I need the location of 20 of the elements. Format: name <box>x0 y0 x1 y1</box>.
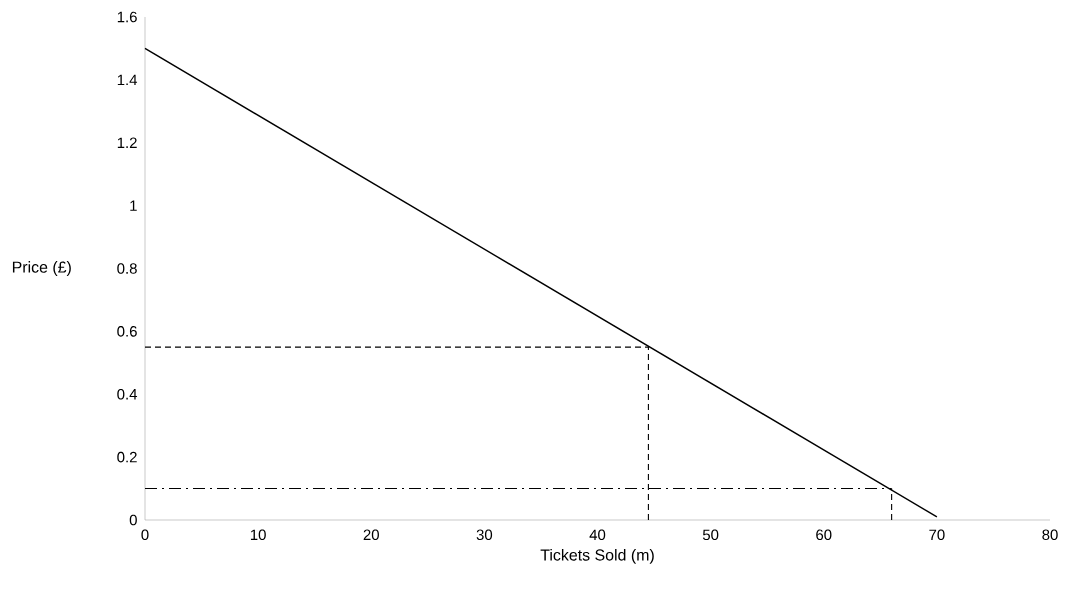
x-axis-title: Tickets Sold (m) <box>540 548 654 564</box>
x-tick-label: 40 <box>589 529 606 541</box>
y-tick-label: 1 <box>130 200 137 211</box>
y-tick-label: 0 <box>129 514 137 526</box>
y-tick-label: 1.4 <box>117 74 138 86</box>
y-tick-label: 0.2 <box>117 451 137 463</box>
x-tick-label: 80 <box>1042 529 1058 541</box>
x-tick-label: 60 <box>816 529 832 541</box>
x-tick-label: 0 <box>141 529 149 541</box>
y-tick-label: 0.6 <box>117 326 137 337</box>
x-tick-label: 30 <box>476 529 493 541</box>
x-tick-label: 70 <box>929 529 945 541</box>
y-axis-title: Price (£) <box>12 261 71 276</box>
y-tick-label: 0.4 <box>117 388 138 400</box>
y-tick-label: 1.6 <box>117 11 137 23</box>
x-tick-label: 10 <box>250 529 266 541</box>
y-tick-label: 0.8 <box>117 263 137 274</box>
x-tick-label: 50 <box>702 529 719 541</box>
y-tick-label: 1.2 <box>117 137 137 148</box>
x-tick-label: 20 <box>363 529 379 541</box>
